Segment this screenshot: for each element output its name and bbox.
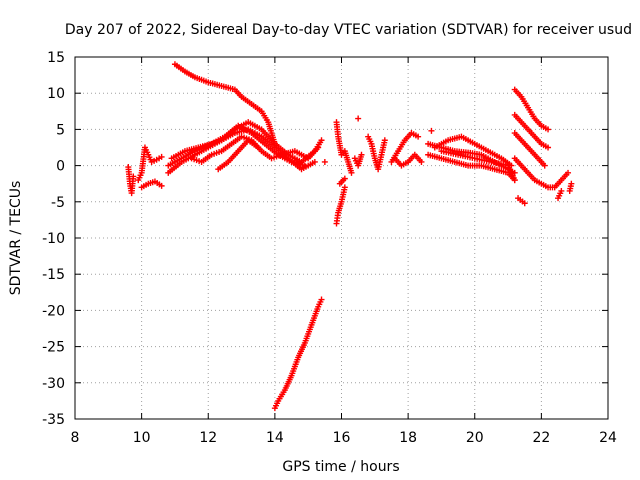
chart-title: Day 207 of 2022, Sidereal Day-to-day VTE… <box>65 22 632 38</box>
data-point <box>321 158 328 165</box>
data-point <box>565 169 572 176</box>
y-tick-label: 5 <box>56 122 65 138</box>
data-point <box>255 144 262 151</box>
series-arc-15 <box>351 151 365 169</box>
series-arc-27 <box>511 130 548 169</box>
y-tick-label: -5 <box>51 195 65 211</box>
series-arc-24 <box>438 148 518 184</box>
data-point <box>158 153 165 160</box>
data-point <box>358 151 365 158</box>
data-point <box>568 180 575 187</box>
y-tick-label: -15 <box>42 267 65 283</box>
data-point <box>558 187 565 194</box>
data-point <box>511 169 518 176</box>
x-tick-label: 22 <box>532 430 550 446</box>
x-tick-labels: 8 10 12 14 16 18 20 22 24 <box>71 430 617 446</box>
data-point <box>348 169 355 176</box>
x-tick-label: 8 <box>71 430 80 446</box>
series-arc-11 <box>321 158 328 165</box>
data-point <box>318 137 325 144</box>
data-point <box>541 162 548 169</box>
series-arc-14 <box>336 175 348 187</box>
data-point <box>415 133 422 140</box>
data-points <box>125 61 575 412</box>
x-axis-label: GPS time / hours <box>282 459 399 475</box>
series-arc-30 <box>555 187 565 202</box>
series-arc-25 <box>511 86 552 133</box>
series-arc-4 <box>171 61 278 147</box>
series-arc-13 <box>333 184 348 227</box>
data-point <box>545 126 552 133</box>
grid-lines <box>75 57 608 419</box>
y-tick-label: -25 <box>42 340 65 356</box>
x-tick-label: 16 <box>333 430 351 446</box>
series-arc-16 <box>355 115 362 122</box>
series-arc-20 <box>428 127 435 134</box>
y-tick-label: -10 <box>42 231 65 247</box>
data-point <box>521 200 528 207</box>
x-tick-label: 14 <box>266 430 284 446</box>
series-arc-23 <box>431 133 515 169</box>
series-arc-12 <box>333 119 355 176</box>
y-tick-label: 15 <box>47 50 65 66</box>
series-arc-31 <box>566 180 575 194</box>
data-point <box>428 127 435 134</box>
data-point <box>511 177 518 184</box>
y-tick-labels: 15 10 5 0 -5 -10 -15 -20 -25 -30 -35 <box>42 50 65 428</box>
x-tick-label: 18 <box>399 430 417 446</box>
data-point <box>341 175 348 182</box>
data-point <box>418 158 425 165</box>
data-point <box>381 137 388 144</box>
y-tick-label: 10 <box>47 86 65 102</box>
data-point <box>301 162 308 169</box>
series-arc-7 <box>168 122 308 169</box>
series-arc-29 <box>515 195 528 207</box>
series-arc-1 <box>125 164 137 197</box>
data-point <box>355 115 362 122</box>
x-tick-label: 12 <box>199 430 217 446</box>
axis-ticks <box>74 56 609 420</box>
series-arc-28 <box>511 155 572 191</box>
data-point <box>341 184 348 191</box>
series-arc-9 <box>215 137 262 173</box>
x-tick-label: 10 <box>133 430 151 446</box>
y-axis-label: SDTVAR / TECUs <box>8 181 24 296</box>
data-point <box>311 158 318 165</box>
x-tick-label: 24 <box>599 430 617 446</box>
series-arc-3 <box>138 178 165 191</box>
data-point <box>130 173 137 180</box>
series-arc-26 <box>511 111 552 151</box>
series-arc-17 <box>365 133 388 173</box>
data-point <box>158 182 165 189</box>
series-arc-2 <box>135 144 165 184</box>
series-arc-18 <box>388 130 422 165</box>
data-point <box>318 296 325 303</box>
series-arc-8 <box>188 133 322 165</box>
series-arc-10 <box>271 296 325 412</box>
y-tick-label: 0 <box>56 159 65 175</box>
y-tick-label: -30 <box>42 376 65 392</box>
data-point <box>315 144 322 151</box>
data-point <box>545 144 552 151</box>
x-tick-label: 20 <box>466 430 484 446</box>
y-tick-label: -20 <box>42 303 65 319</box>
y-tick-label: -35 <box>42 412 65 428</box>
series-arc-19 <box>391 151 425 169</box>
